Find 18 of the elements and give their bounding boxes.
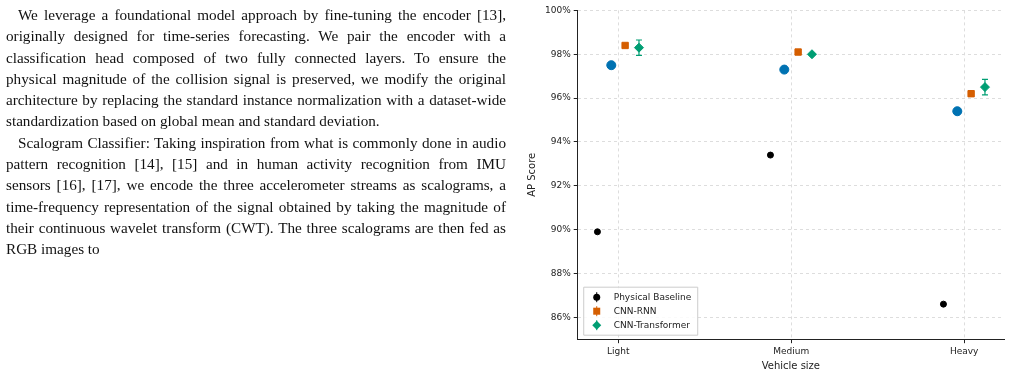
y-tick-label: 88% [550,267,572,278]
y-tick-label: 96% [550,92,572,103]
x-tick-label: Heavy [949,345,980,356]
x-tick-label: Light [606,345,630,356]
legend-label: CNN-Transformer [613,319,691,330]
legend-label: Physical Baseline [613,291,692,302]
y-axis-title: AP Score [525,152,537,197]
text: We leverage a foundational model approach by fine-tuning the encoder [13], originally designed for time-series forecasting. We pair the encoder with a classification head composed of two fully connected layers. To ensure the physical magnitude of the collision signal is preserved, we modify the original architecture by replacing the standard instance normalization with a dataset-wide standardization based on global mean and standard deviation. [6,5,506,132]
y-tick-label: 92% [550,180,572,191]
x-tick-label: Medium [773,345,810,356]
y-tick-label: 98% [550,48,572,59]
text: Scalogram Classifier: Taking inspiration from what is commonly done in audio pattern recognition [14], [15] and in human activity recognition from IMU sensors [16], [17], we encode the three accelerometer streams as scalograms, a time-frequency representation of the signal obtained by taking the magnitude of their continuous wavelet transform (CWT). The three scalograms are then fed as RGB images to [6,132,506,260]
y-tick-label: 90% [550,223,572,234]
legend-label: CNN-RNN [613,305,657,316]
y-tick-label: 94% [550,136,572,147]
y-tick-label: 86% [550,311,572,322]
x-axis-title: Vehicle size [761,359,821,371]
y-tick-label: 100% [545,4,572,15]
